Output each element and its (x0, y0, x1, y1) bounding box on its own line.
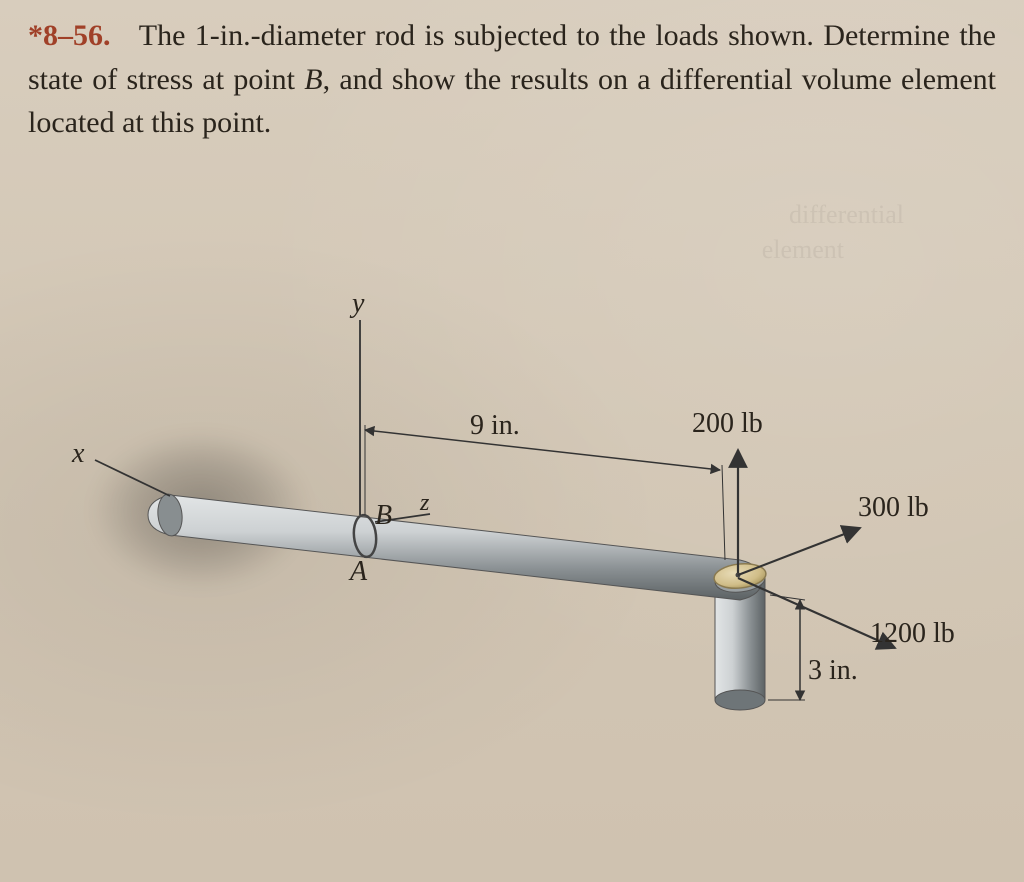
load-200-label: 200 lb (692, 408, 763, 440)
axis-y-label: y (352, 288, 364, 320)
x-axis-line (95, 460, 170, 496)
problem-number: *8–56. (28, 19, 111, 52)
figure: y x z B A 9 in. 3 in. 200 lb 300 lb 1200… (0, 260, 1024, 880)
dim-9in-line (365, 430, 720, 470)
load-300-arrow (738, 528, 860, 575)
problem-statement: *8–56. The 1-in.-diameter rod is subject… (28, 14, 996, 145)
point-A-label: A (350, 556, 367, 588)
axis-x-label: x (72, 438, 84, 470)
problem-point: B (304, 63, 322, 96)
dim-9in-label: 9 in. (470, 410, 520, 442)
load-1200-label: 1200 lb (870, 618, 955, 650)
rod-diagram (0, 260, 1024, 880)
rod-horizontal (148, 495, 762, 600)
point-B-label: B (375, 500, 392, 532)
load-300-label: 300 lb (858, 492, 929, 524)
rod-bottom-cap (715, 690, 765, 710)
dim-3in-label: 3 in. (808, 655, 858, 687)
dim-9in-ext2 (722, 465, 725, 560)
axis-z-label: z (420, 490, 429, 517)
